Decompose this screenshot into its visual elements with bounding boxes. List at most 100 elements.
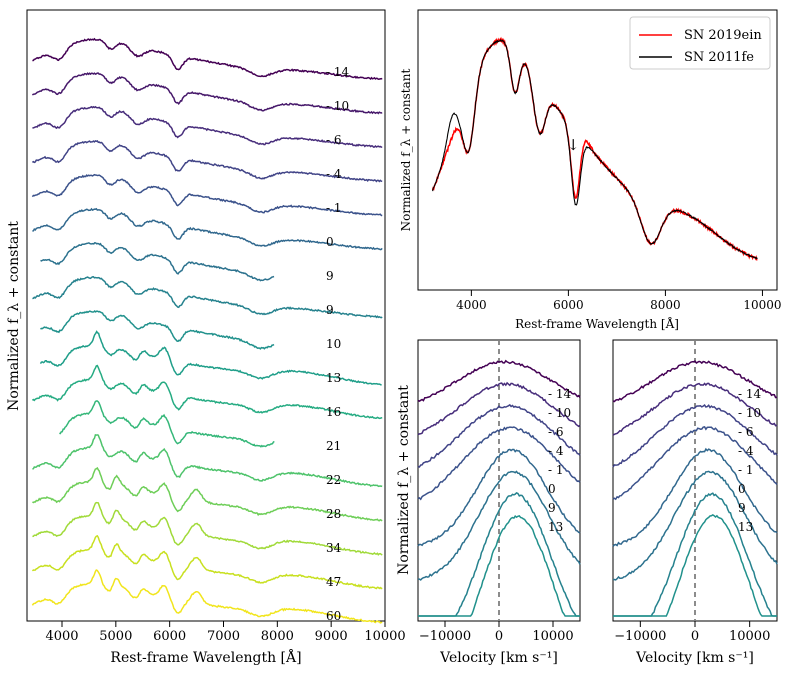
br-epoch-label: - 4 [738,444,754,458]
top-right-x-tick-label: 4000 [456,298,487,312]
left-epoch-label: 21 [326,439,341,453]
left-x-tick-label: 4000 [45,629,78,644]
left-x-tick-label: 7000 [207,629,240,644]
bm-velocity-line [418,514,580,617]
left-epoch-label: 34 [326,541,342,555]
br-epoch-label: - 6 [738,425,754,439]
bottom-right-xlabel: Velocity [km s⁻¹] [635,650,754,666]
bm-x-tick-label: −10000 [419,629,471,644]
left-spectrum-line [32,207,383,251]
top-right-axes-frame [417,9,778,291]
left-epoch-label: 10 [326,337,341,351]
left-epoch-label: - 1 [326,201,342,215]
top-right-xlabel: Rest-frame Wavelength [Å] [515,316,679,331]
br-velocity-line [612,426,778,501]
br-epoch-label: 13 [738,520,753,534]
left-epoch-label: 0 [326,235,334,249]
br-velocity-line [613,492,777,617]
left-spectra [31,37,383,624]
left-spectrum-line [40,241,275,282]
br-x-tick-label: 10000 [729,629,770,644]
br-epoch-label: - 14 [738,387,762,401]
bm-epoch-label: - 4 [548,444,564,458]
left-x-tick-label: 8000 [261,629,294,644]
left-epoch-label: 13 [326,371,341,385]
br-epoch-label: 0 [738,482,746,496]
left-spectrum-line [31,72,383,115]
br-x-tick-label: 0 [691,629,699,644]
br-epoch-label: 9 [738,501,746,515]
left-epoch-label: 22 [326,473,341,487]
left-spectrum-line [32,37,383,81]
bm-epoch-label: - 1 [548,463,564,477]
top-right-ylabel: Normalized f_λ + constant [399,68,413,231]
left-spectrum-line [31,364,383,420]
left-epoch-label: 9 [326,269,334,283]
bm-x-tick-label: 10000 [532,629,573,644]
bm-velocity-line [418,492,580,617]
left-x-tick-label: 10000 [364,629,405,644]
top-right-x-tick-label: 10000 [743,298,781,312]
left-ylabel: Normalized f_λ + constant [6,221,22,411]
left-spectrum-line [32,105,383,148]
br-velocity-line [612,447,778,547]
left-x-tick-label: 6000 [153,629,186,644]
bm-velocity-line [417,403,581,468]
bm-velocity-line [417,426,581,501]
top-right-x-tick-label: 8000 [650,298,681,312]
bm-velocity-line [418,470,581,581]
left-x-tick-label: 9000 [315,629,348,644]
br-velocity-line [613,514,777,617]
bottom-middle-ylabel: Normalized f_λ + constant [396,385,412,575]
left-spectrum-line [32,466,383,522]
left-axes-frame [26,9,386,622]
left-epoch-label: 60 [326,609,341,623]
bottom-right-x-ticks: −10000 0 10000 [614,621,770,644]
bm-velocity-line [417,359,581,402]
left-x-ticks: 4000 5000 6000 7000 8000 9000 10000 [45,621,406,644]
br-velocity-line [612,404,778,468]
left-epoch-label: 28 [326,507,341,521]
bm-velocity-line [417,381,581,436]
bm-x-tick-label: 0 [495,629,503,644]
bottom-middle-velocity-profiles [417,340,581,621]
left-spectrum-line [32,276,383,319]
left-spectrum-line [39,330,382,386]
br-velocity-line [612,470,778,581]
bm-epoch-label: - 14 [548,387,572,401]
left-spectrum-line [31,173,383,217]
left-spectrum-line [40,309,275,350]
left-spectrum-line [31,534,383,590]
feature-arrow-annotation: ↓ [567,136,580,154]
bm-epoch-label: - 6 [548,425,564,439]
left-epoch-label: - 14 [326,65,350,79]
left-epoch-label: - 10 [326,99,349,113]
left-spectrum-line [32,434,383,488]
left-xlabel: Rest-frame Wavelength [Å] [110,648,301,666]
top-right-panel: 4000 6000 8000 10000 ↓ SN 2019ein SN 2011fe… [399,9,782,331]
top-right-spectrum-line [431,36,758,261]
top-right-x-ticks: 4000 6000 8000 10000 [456,290,782,312]
left-epoch-label: - 6 [326,133,342,147]
br-velocity-line [612,382,778,436]
left-spectrum-line [31,569,383,624]
legend: SN 2019ein SN 2011fe [629,16,771,70]
bm-epoch-label: 9 [548,501,556,515]
bottom-middle-x-ticks: −10000 0 10000 [419,621,574,644]
legend-label-sn2019ein: SN 2019ein [684,28,762,43]
bm-epoch-label: 13 [548,520,563,534]
bm-velocity-line [417,448,581,547]
bm-epoch-label: - 10 [548,406,571,420]
top-right-spectrum-line [432,39,758,260]
legend-label-sn2011fe: SN 2011fe [684,50,754,65]
br-epoch-label: - 1 [738,463,754,477]
bottom-right-velocity-profiles [612,340,778,621]
left-epoch-label: - 4 [326,167,342,181]
